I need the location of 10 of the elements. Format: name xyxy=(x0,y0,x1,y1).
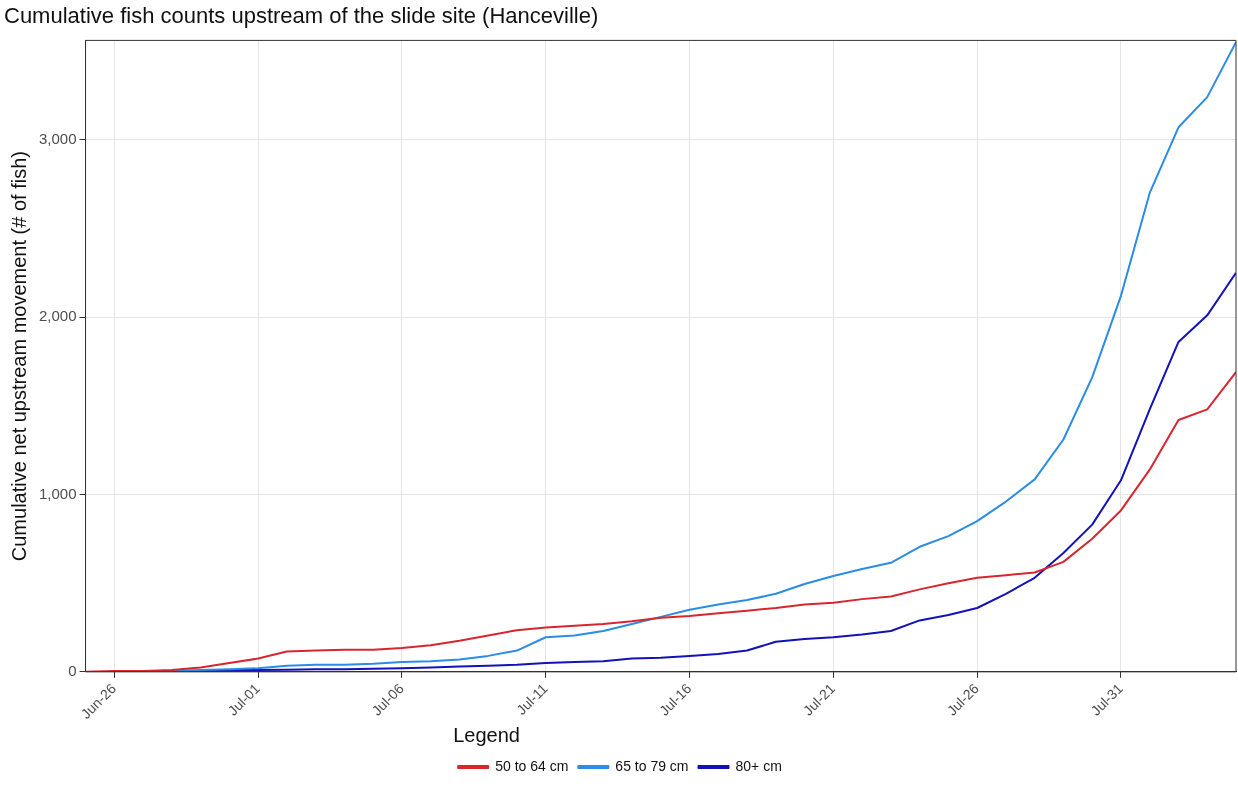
y-tick-label: 3,000 xyxy=(38,129,77,147)
y-axis-title: Cumulative net upstream movement (# of fish) xyxy=(7,151,30,562)
y-tick-label: 0 xyxy=(68,661,77,679)
legend-title: Legend xyxy=(453,723,520,746)
y-tick-label: 2,000 xyxy=(38,307,77,325)
legend-label: 50 to 64 cm xyxy=(495,757,569,774)
legend-label: 80+ cm xyxy=(735,757,782,774)
y-tick-label: 1,000 xyxy=(38,484,77,502)
legend-label: 65 to 79 cm xyxy=(615,757,689,774)
chart-title: Cumulative fish counts upstream of the slide site (Hanceville) xyxy=(4,3,599,29)
